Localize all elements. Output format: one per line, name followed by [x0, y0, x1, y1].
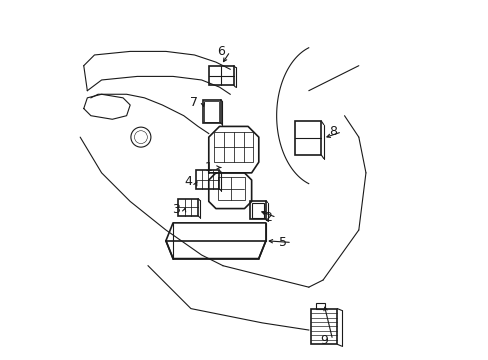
Bar	[196, 170, 219, 189]
Text: 9: 9	[319, 333, 327, 347]
Text: 6: 6	[217, 45, 225, 58]
Bar	[208, 66, 233, 85]
Text: 4: 4	[184, 175, 192, 188]
Bar	[217, 177, 244, 200]
Text: 5: 5	[279, 236, 286, 249]
Text: 2: 2	[263, 211, 271, 224]
Bar	[251, 203, 264, 217]
Bar	[315, 303, 324, 309]
Bar	[294, 121, 321, 155]
Bar	[249, 201, 265, 219]
Bar	[214, 132, 253, 162]
Text: 1: 1	[204, 161, 212, 174]
Bar	[178, 199, 198, 216]
Text: 8: 8	[328, 125, 336, 138]
Bar	[204, 101, 218, 122]
Bar	[203, 100, 220, 123]
Text: 3: 3	[172, 203, 180, 216]
Text: 7: 7	[189, 96, 197, 109]
Bar	[310, 309, 337, 344]
